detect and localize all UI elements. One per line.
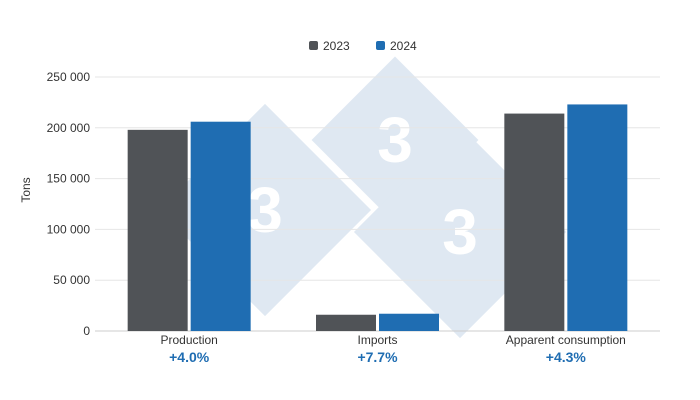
gridlines xyxy=(95,76,660,332)
legend-swatch xyxy=(376,41,385,50)
watermark-digit: 3 xyxy=(247,174,283,246)
y-tick-label: 50 000 xyxy=(53,273,90,287)
growth-annotation: +4.3% xyxy=(546,349,587,365)
bars xyxy=(127,104,628,332)
x-axis: Production +4.0% Imports +7.7% Apparent cons… xyxy=(160,333,625,365)
bar-2024-production xyxy=(190,121,251,331)
bar-2023-production xyxy=(127,129,188,331)
growth-annotation: +4.0% xyxy=(169,349,210,365)
bar-2024-apparent-consumption xyxy=(567,104,628,331)
legend-label: 2023 xyxy=(323,39,350,53)
legend-item-2023[interactable]: 2023 xyxy=(309,39,350,53)
legend-label: 2024 xyxy=(390,39,417,53)
y-tick-label: 250 000 xyxy=(47,70,91,84)
growth-annotation: +7.7% xyxy=(357,349,398,365)
y-axis: 0 50 000 100 000 150 000 200 000 250 000 xyxy=(47,70,91,338)
bar-2023-apparent-consumption xyxy=(504,113,565,332)
watermark-digit: 3 xyxy=(442,196,478,268)
y-tick-label: 100 000 xyxy=(47,222,91,236)
y-tick-label: 150 000 xyxy=(47,172,91,186)
x-category-label: Imports xyxy=(357,333,397,347)
legend: 2023 2024 xyxy=(309,39,417,53)
x-category-label: Production xyxy=(160,333,217,347)
y-axis-label: Tons xyxy=(19,177,33,202)
y-tick-label: 0 xyxy=(83,324,90,338)
legend-item-2024[interactable]: 2024 xyxy=(376,39,417,53)
bar-2024-imports xyxy=(379,313,439,331)
watermark-digit: 3 xyxy=(377,104,413,176)
legend-swatch xyxy=(309,41,318,50)
y-tick-label: 200 000 xyxy=(47,121,91,135)
x-category-label: Apparent consumption xyxy=(506,333,626,347)
bar-2023-imports xyxy=(316,314,376,331)
